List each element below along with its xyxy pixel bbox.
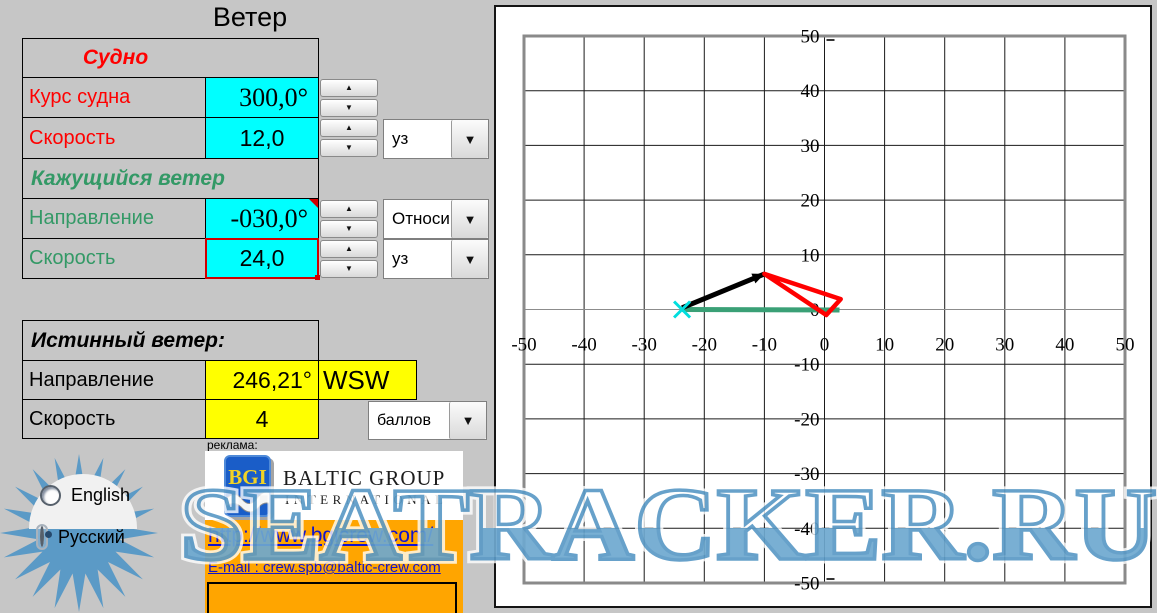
apparent-speed-unit-dropdown[interactable]: уз ▼	[383, 239, 489, 279]
ad-url-link[interactable]: http://www.bgicrew.com/	[208, 524, 434, 547]
radio-icon[interactable]	[40, 526, 52, 547]
bgi-logo-text: BGI	[228, 465, 267, 489]
apparent-speed-spinner: ▲ ▼	[320, 240, 378, 278]
radio-label: Русский	[58, 526, 125, 547]
sun-starburst-icon	[0, 454, 158, 612]
wave-icon	[226, 491, 269, 513]
chart-panel: -50-40-30-20-100102030405050403020100-10…	[494, 5, 1152, 608]
dropdown-value: Относи	[384, 200, 451, 238]
svg-text:-20: -20	[794, 409, 819, 430]
selection-handle[interactable]	[315, 275, 320, 280]
true-direction-value: 246,21°	[205, 360, 319, 400]
svg-text:-50: -50	[511, 335, 536, 356]
focus-ring	[36, 524, 52, 550]
svg-text:40: 40	[801, 81, 820, 102]
svg-text:-20: -20	[692, 335, 717, 356]
ad-empty-box	[207, 582, 457, 613]
chevron-down-icon[interactable]: ▼	[451, 240, 488, 278]
apparent-direction-input[interactable]: -030,0°	[205, 198, 319, 239]
dropdown-value: уз	[384, 120, 451, 158]
ship-speed-input[interactable]: 12,0	[205, 117, 319, 159]
wind-vector-chart: -50-40-30-20-100102030405050403020100-10…	[511, 27, 1135, 595]
ad-company-subname: INTERNATIONAL	[285, 492, 448, 507]
svg-text:-40: -40	[571, 335, 596, 356]
ship-speed-unit-dropdown[interactable]: уз ▼	[383, 119, 489, 159]
radio-selected-dot	[45, 531, 52, 538]
true-wind-section-header: Истинный ветер:	[22, 320, 319, 361]
svg-text:-10: -10	[794, 355, 819, 376]
page-title: Ветер	[212, 2, 288, 32]
chevron-down-icon[interactable]: ▼	[449, 402, 486, 439]
bgi-logo: BGI	[224, 455, 271, 517]
true-speed-value: 4	[205, 399, 319, 439]
svg-text:30: 30	[995, 335, 1014, 356]
spin-up-button[interactable]: ▲	[320, 119, 378, 137]
true-speed-unit-dropdown[interactable]: баллов ▼	[368, 401, 487, 440]
svg-text:50: 50	[1116, 335, 1135, 356]
ship-speed-spinner: ▲ ▼	[320, 119, 378, 157]
apparent-speed-value: 24,0	[239, 245, 285, 271]
ad-email-link[interactable]: E-mail : crew.spb@baltic-crew.com	[208, 559, 441, 576]
radio-label: English	[71, 485, 131, 505]
svg-text:-50: -50	[794, 574, 819, 595]
ship-course-input[interactable]: 300,0°	[205, 77, 319, 118]
radio-icon[interactable]	[40, 485, 61, 506]
spin-down-button[interactable]: ▼	[320, 220, 378, 238]
svg-text:0: 0	[820, 335, 830, 356]
svg-text:-10: -10	[752, 335, 777, 356]
true-direction-compass: WSW	[318, 360, 417, 400]
svg-text:40: 40	[1055, 335, 1074, 356]
spin-up-button[interactable]: ▲	[320, 240, 378, 258]
apparent-speed-input[interactable]: 24,0	[205, 238, 320, 280]
true-speed-label: Скорость	[22, 399, 206, 439]
spin-down-button[interactable]: ▼	[320, 99, 378, 117]
dropdown-value: баллов	[369, 402, 449, 439]
svg-text:-40: -40	[794, 519, 819, 540]
ad-company-name: BALTIC GROUP	[283, 466, 446, 490]
true-direction-label: Направление	[22, 360, 206, 400]
spin-down-button[interactable]: ▼	[320, 139, 378, 157]
svg-text:10: 10	[801, 245, 820, 266]
chevron-down-icon[interactable]: ▼	[451, 120, 488, 158]
svg-text:-30: -30	[794, 464, 819, 485]
ship-section-header: Судно	[22, 38, 319, 78]
apparent-speed-label: Скорость	[22, 238, 206, 279]
ship-speed-label: Скорость	[22, 117, 206, 159]
svg-text:20: 20	[801, 191, 820, 212]
apparent-direction-mode-dropdown[interactable]: Относи ▼	[383, 199, 489, 239]
spin-down-button[interactable]: ▼	[320, 260, 378, 278]
chevron-down-icon[interactable]: ▼	[451, 200, 488, 238]
dropdown-value: уз	[384, 240, 451, 278]
svg-text:50: 50	[801, 27, 820, 48]
apparent-direction-value: -030,0°	[230, 203, 308, 233]
ad-label: реклама:	[207, 438, 258, 452]
spin-up-button[interactable]: ▲	[320, 79, 378, 97]
svg-text:20: 20	[935, 335, 954, 356]
comment-flag-icon	[309, 199, 318, 208]
apparent-wind-section-header: Кажущийся ветер	[22, 158, 319, 199]
ship-course-spinner: ▲ ▼	[320, 79, 378, 117]
svg-text:10: 10	[875, 335, 894, 356]
apparent-direction-label: Направление	[22, 198, 206, 239]
apparent-direction-spinner: ▲ ▼	[320, 200, 378, 238]
ship-course-label: Курс судна	[22, 77, 206, 118]
language-option-english[interactable]: English	[40, 485, 130, 506]
svg-text:30: 30	[801, 136, 820, 157]
svg-text:-30: -30	[632, 335, 657, 356]
language-option-russian[interactable]: Русский	[36, 524, 125, 550]
spin-up-button[interactable]: ▲	[320, 200, 378, 218]
